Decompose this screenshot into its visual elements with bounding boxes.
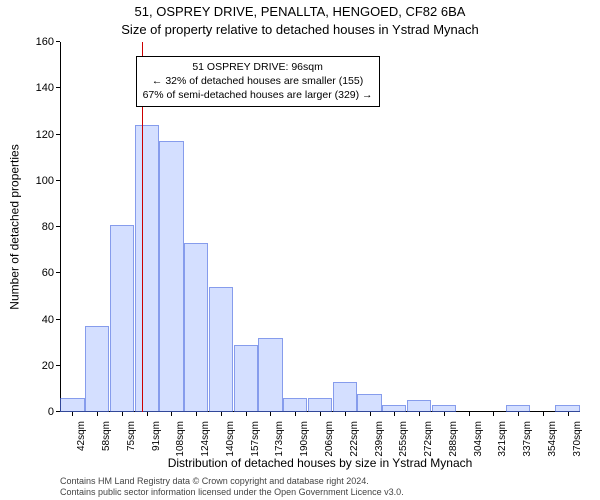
y-tick-mark	[56, 41, 60, 42]
x-tick-label: 288sqm	[448, 418, 459, 457]
x-tick-mark	[543, 412, 544, 416]
annotation-line: 51 OSPREY DRIVE: 96sqm	[143, 60, 373, 74]
histogram-bar	[308, 398, 332, 412]
credit-line-1: Contains HM Land Registry data © Crown c…	[60, 476, 404, 487]
histogram-bar	[85, 326, 109, 412]
histogram-bar	[234, 345, 258, 412]
x-tick-mark	[122, 412, 123, 416]
x-tick-mark	[196, 412, 197, 416]
x-tick-mark	[171, 412, 172, 416]
y-axis-label-text: Number of detached properties	[8, 144, 22, 309]
y-tick-label: 120	[36, 129, 60, 141]
y-tick-mark	[56, 365, 60, 366]
x-tick-mark	[295, 412, 296, 416]
x-axis-label: Distribution of detached houses by size …	[60, 456, 580, 470]
x-tick-label: 108sqm	[175, 418, 186, 457]
annotation-line: ← 32% of detached houses are smaller (15…	[143, 74, 373, 88]
y-tick-label: 0	[48, 406, 60, 418]
x-tick-mark	[320, 412, 321, 416]
x-tick-mark	[394, 412, 395, 416]
x-tick-mark	[568, 412, 569, 416]
histogram-bar	[283, 398, 307, 412]
x-tick-label: 58sqm	[101, 418, 112, 451]
y-tick-mark	[56, 134, 60, 135]
x-tick-label: 239sqm	[374, 418, 385, 457]
y-tick-label: 100	[36, 175, 60, 187]
x-tick-mark	[370, 412, 371, 416]
annotation-line: 67% of semi-detached houses are larger (…	[143, 88, 373, 102]
x-tick-label: 42sqm	[76, 418, 87, 451]
x-tick-label: 321sqm	[497, 418, 508, 457]
x-tick-mark	[97, 412, 98, 416]
x-tick-label: 206sqm	[324, 418, 335, 457]
histogram-bar	[110, 225, 134, 412]
histogram-bar	[506, 405, 530, 412]
x-tick-mark	[270, 412, 271, 416]
x-tick-label: 140sqm	[225, 418, 236, 457]
x-tick-label: 91sqm	[151, 418, 162, 451]
x-tick-label: 75sqm	[126, 418, 137, 451]
y-tick-label: 60	[42, 267, 60, 279]
x-tick-label: 370sqm	[572, 418, 583, 457]
x-tick-label: 222sqm	[349, 418, 360, 457]
y-tick-mark	[56, 180, 60, 181]
title-main: 51, OSPREY DRIVE, PENALLTA, HENGOED, CF8…	[0, 4, 600, 19]
y-axis-label: Number of detached properties	[8, 42, 22, 412]
histogram-bar	[357, 394, 381, 413]
histogram-bar	[407, 400, 431, 412]
y-tick-label: 40	[42, 314, 60, 326]
credit-line-2: Contains public sector information licen…	[60, 487, 404, 498]
x-tick-label: 173sqm	[274, 418, 285, 457]
histogram-bar	[258, 338, 282, 412]
x-tick-mark	[419, 412, 420, 416]
x-tick-mark	[246, 412, 247, 416]
histogram-bar	[135, 125, 159, 412]
histogram-bar	[382, 405, 406, 412]
histogram-bar	[159, 141, 183, 412]
histogram-bar	[555, 405, 579, 412]
y-tick-mark	[56, 319, 60, 320]
x-tick-mark	[221, 412, 222, 416]
y-tick-mark	[56, 272, 60, 273]
x-tick-mark	[345, 412, 346, 416]
histogram-bar	[432, 405, 456, 412]
title-sub: Size of property relative to detached ho…	[0, 22, 600, 37]
y-tick-mark	[56, 87, 60, 88]
x-tick-label: 190sqm	[299, 418, 310, 457]
x-tick-mark	[72, 412, 73, 416]
x-tick-mark	[493, 412, 494, 416]
histogram-bar	[209, 287, 233, 412]
annotation-box: 51 OSPREY DRIVE: 96sqm← 32% of detached …	[136, 56, 380, 107]
y-tick-label: 80	[42, 221, 60, 233]
x-tick-label: 337sqm	[522, 418, 533, 457]
chart-container: 51, OSPREY DRIVE, PENALLTA, HENGOED, CF8…	[0, 0, 600, 500]
histogram-bar	[333, 382, 357, 412]
histogram-bar	[184, 243, 208, 412]
x-tick-label: 272sqm	[423, 418, 434, 457]
plot-area: 02040608010012014016042sqm58sqm75sqm91sq…	[60, 42, 580, 412]
y-tick-label: 20	[42, 360, 60, 372]
y-tick-mark	[56, 226, 60, 227]
x-tick-label: 255sqm	[398, 418, 409, 457]
histogram-bar	[60, 398, 84, 412]
x-tick-mark	[444, 412, 445, 416]
x-tick-mark	[147, 412, 148, 416]
x-tick-label: 124sqm	[200, 418, 211, 457]
x-tick-label: 304sqm	[473, 418, 484, 457]
x-tick-mark	[469, 412, 470, 416]
y-tick-label: 140	[36, 82, 60, 94]
x-tick-label: 354sqm	[547, 418, 558, 457]
x-tick-mark	[518, 412, 519, 416]
credits: Contains HM Land Registry data © Crown c…	[60, 476, 404, 498]
y-tick-label: 160	[36, 36, 60, 48]
x-tick-label: 157sqm	[250, 418, 261, 457]
